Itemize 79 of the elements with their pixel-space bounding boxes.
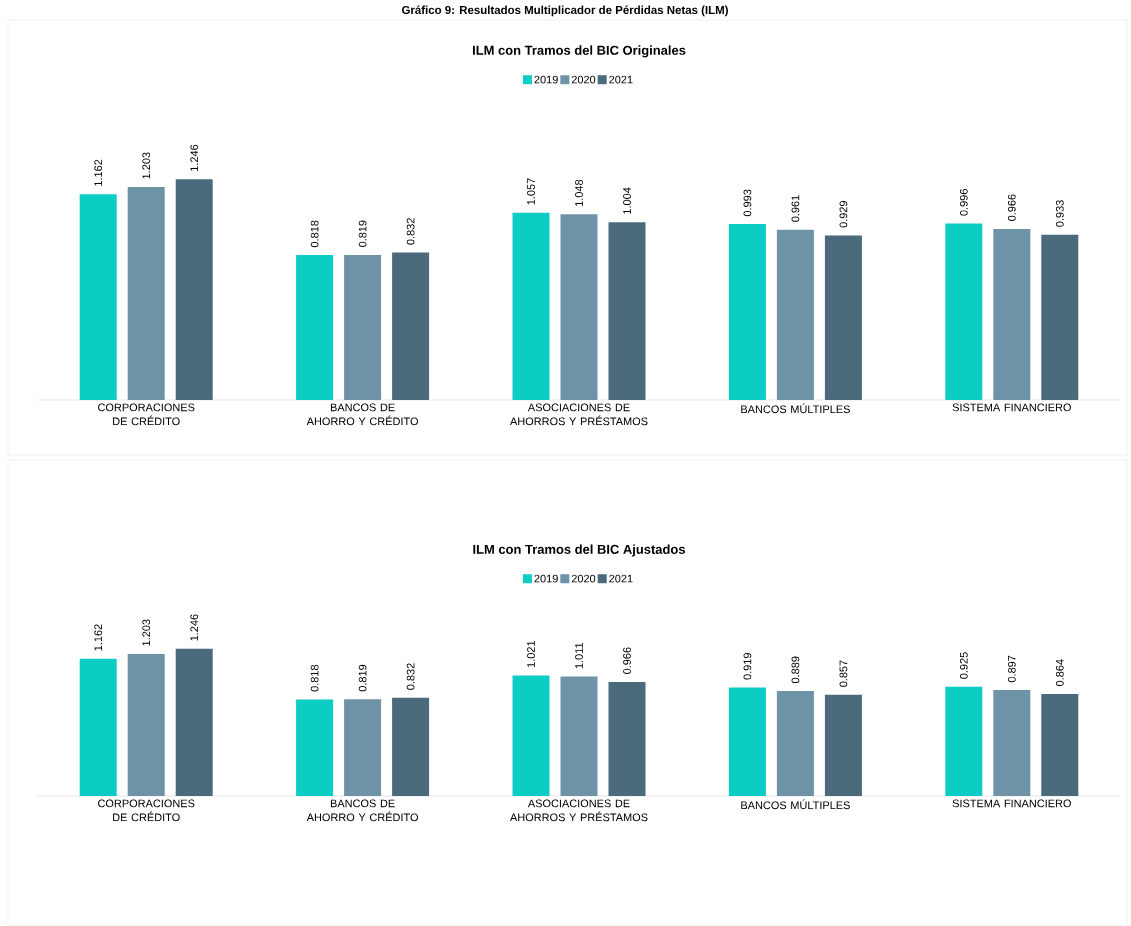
data-label: 1.004 [623, 187, 631, 214]
legend-label: 2019 [534, 75, 558, 84]
data-label: 0.961 [791, 195, 800, 222]
x-tick-label: SISTEMA FINANCIERO [952, 799, 1071, 808]
data-label: 0.925 [959, 652, 968, 679]
data-label: 1.057 [527, 178, 535, 205]
data-label: 0.818 [310, 664, 319, 692]
bar [392, 697, 430, 796]
bar [344, 254, 382, 400]
bar [1041, 234, 1079, 400]
bar [175, 179, 213, 400]
bar [392, 252, 430, 400]
bar [79, 194, 117, 400]
data-label: 0.889 [791, 656, 800, 684]
x-tick-label: CORPORACIONES DE CRÉDITO [98, 799, 195, 822]
data-label: 0.864 [1055, 659, 1064, 687]
bar [824, 235, 862, 400]
bar [728, 224, 766, 400]
legend-label: 2021 [609, 574, 633, 583]
bar [993, 228, 1031, 400]
bar [776, 691, 814, 796]
data-label: 0.832 [406, 218, 415, 245]
bar [1041, 693, 1079, 796]
x-tick-label: SISTEMA FINANCIERO [952, 403, 1071, 412]
data-label: 0.929 [839, 201, 848, 228]
x-tick-label: BANCOS DE AHORRO Y CRÉDITO [306, 403, 418, 426]
chart-title: ILM con Tramos del BIC Originales [472, 45, 686, 58]
data-label: 0.993 [743, 189, 752, 217]
data-label: 1.048 [575, 179, 583, 206]
x-tick-label: ASOCIACIONES DE AHORROS Y PRÉSTAMOS [510, 403, 648, 426]
data-label: 1.246 [190, 614, 199, 641]
bar [296, 255, 334, 400]
data-label: 1.011 [575, 643, 583, 669]
bar [608, 222, 646, 400]
data-label: 0.819 [358, 664, 367, 692]
bar [127, 653, 165, 796]
bar [608, 681, 646, 796]
data-label: 1.021 [527, 641, 535, 668]
data-label: 0.996 [959, 189, 968, 216]
data-label: 0.919 [743, 653, 752, 680]
x-tick-label: BANCOS MÚLTIPLES [741, 403, 850, 414]
x-tick-label: ASOCIACIONES DE AHORROS Y PRÉSTAMOS [510, 799, 648, 822]
legend-label: 2021 [609, 75, 633, 84]
x-tick-label: BANCOS DE AHORRO Y CRÉDITO [306, 799, 418, 822]
data-label: 0.933 [1055, 200, 1064, 227]
data-label: 1.246 [190, 144, 199, 171]
text: Gráfico 9: Resultados Multiplicador de Pérdidas Netas (ILM) [401, 5, 728, 17]
bar [945, 223, 983, 400]
bar [993, 690, 1031, 796]
data-label: 0.966 [1007, 194, 1016, 221]
data-label: 1.162 [94, 624, 103, 651]
data-label: 0.819 [358, 220, 367, 247]
data-label: 0.818 [310, 220, 319, 248]
bar [296, 699, 334, 796]
x-tick-label: BANCOS MÚLTIPLES [741, 799, 850, 810]
data-label: 1.162 [94, 159, 103, 186]
x-tick-label: CORPORACIONES DE CRÉDITO [98, 403, 195, 426]
data-label: 1.203 [142, 152, 151, 179]
bar [560, 676, 598, 796]
bar [344, 699, 382, 796]
bar [512, 212, 550, 400]
data-label: 0.832 [406, 663, 415, 690]
data-label: 1.203 [142, 619, 151, 646]
bar [945, 686, 983, 796]
bar [560, 214, 598, 400]
bar [776, 229, 814, 400]
legend-label: 2020 [571, 75, 596, 84]
chart-title: ILM con Tramos del BIC Ajustados [473, 544, 685, 557]
bar [127, 186, 165, 400]
data-label: 0.897 [1007, 655, 1016, 683]
legend-label: 2020 [571, 574, 596, 583]
bar [79, 658, 117, 796]
legend-label: 2019 [534, 574, 558, 583]
data-label: 0.966 [623, 647, 631, 674]
bar [728, 687, 766, 796]
data-label: 0.857 [839, 660, 848, 687]
bar [512, 675, 550, 796]
bar [824, 694, 862, 796]
bar [175, 648, 213, 796]
